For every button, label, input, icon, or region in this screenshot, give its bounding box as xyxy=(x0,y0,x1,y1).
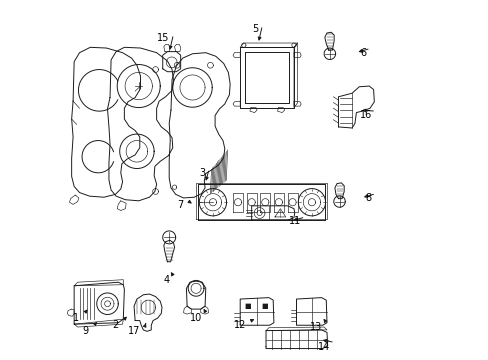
Text: 12: 12 xyxy=(233,320,246,330)
Text: 4: 4 xyxy=(163,275,169,285)
Text: 5: 5 xyxy=(251,24,258,35)
Text: 8: 8 xyxy=(365,193,371,203)
Text: 13: 13 xyxy=(309,322,321,332)
Text: ■: ■ xyxy=(244,303,250,309)
Text: 10: 10 xyxy=(189,313,202,323)
Text: 9: 9 xyxy=(82,325,88,336)
Text: 1: 1 xyxy=(73,313,80,323)
Text: 17: 17 xyxy=(128,325,140,336)
Text: 3: 3 xyxy=(199,168,204,178)
Text: 7: 7 xyxy=(177,200,183,210)
Text: 6: 6 xyxy=(360,48,366,58)
Text: 15: 15 xyxy=(157,33,169,43)
Text: 2: 2 xyxy=(112,320,118,330)
Text: 11: 11 xyxy=(288,216,301,226)
Text: ■: ■ xyxy=(261,303,267,309)
Text: 14: 14 xyxy=(318,342,330,352)
Text: 16: 16 xyxy=(359,111,371,121)
